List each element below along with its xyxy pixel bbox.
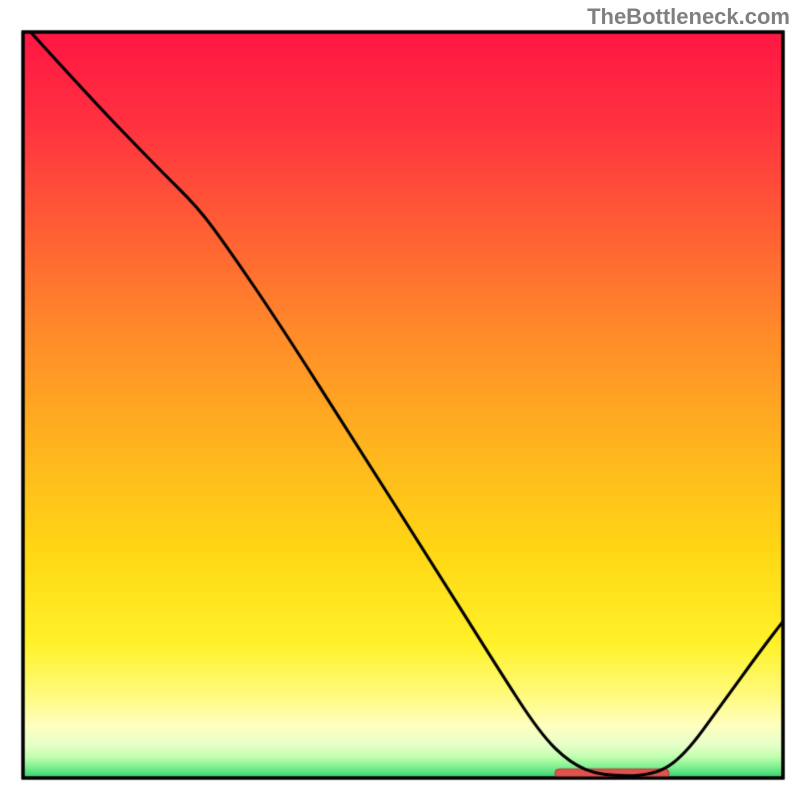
bottleneck-chart-canvas xyxy=(0,0,800,800)
watermark-text: TheBottleneck.com xyxy=(587,4,790,30)
